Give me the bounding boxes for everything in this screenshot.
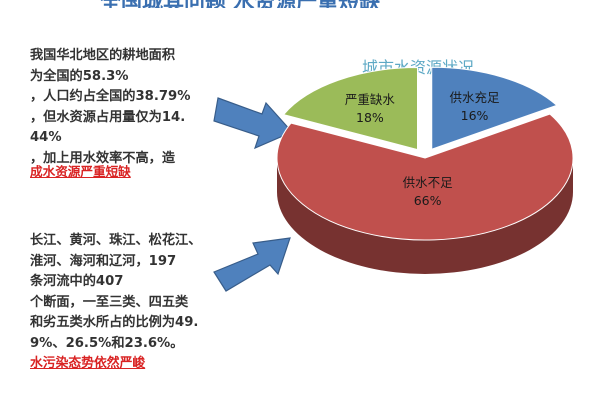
paragraph1-line: 为全国的58.3% xyxy=(30,68,129,84)
pie-slice-2 xyxy=(276,113,574,241)
paragraph-rivers: 长江、黄河、珠江、松花江、 淮河、海河和辽河，197 条河流中的407 个断面，… xyxy=(30,231,262,375)
top-title: 全国城其问题 水资源严重短缺 xyxy=(100,0,520,8)
paragraph-farmland: 我国华北地区的耕地面积 为全国的58.3% ，人口约占全国的38.79% ，但水… xyxy=(30,46,262,190)
paragraph2-line: 淮河、海河和辽河，197 xyxy=(30,253,177,269)
slice-label-1: 供水充足 xyxy=(450,90,501,105)
pie-side-2 xyxy=(277,158,573,274)
paragraph2-line: 条河流中的407 xyxy=(30,274,124,289)
paragraph1-line: ，但水资源占用量仅为14. xyxy=(30,109,186,125)
paragraph2-line: 和劣五类水所占的比例为49. xyxy=(30,315,199,330)
paragraph1-line: 我国华北地区的耕地面积 xyxy=(30,48,176,63)
shortage-highlight: 成水资源严重短缺 xyxy=(30,164,131,179)
slice-value-1: 16% xyxy=(461,108,489,123)
slice-value-2: 66% xyxy=(414,193,442,208)
paragraph1-line: ，人口约占全国的38.79% xyxy=(30,89,191,104)
pie-slice-1 xyxy=(431,66,558,150)
pollution-highlight: 水污染态势依然严峻 xyxy=(30,356,146,371)
slice-value-3: 18% xyxy=(356,110,384,125)
slice-label-3: 严重缺水 xyxy=(345,92,396,107)
paragraph1-line: 44% xyxy=(30,130,62,145)
paragraph2-line: 9%、26.5%和23.6%。 xyxy=(30,335,184,351)
paragraph2-line: 长江、黄河、珠江、松花江、 xyxy=(30,233,202,248)
pie-slice-3 xyxy=(282,67,418,151)
paragraph1-line: ，加上用水效率不高，造 xyxy=(30,150,176,166)
slice-label-2: 供水不足 xyxy=(403,175,454,190)
paragraph2-line: 个断面，一至三类、四五类 xyxy=(30,294,189,310)
